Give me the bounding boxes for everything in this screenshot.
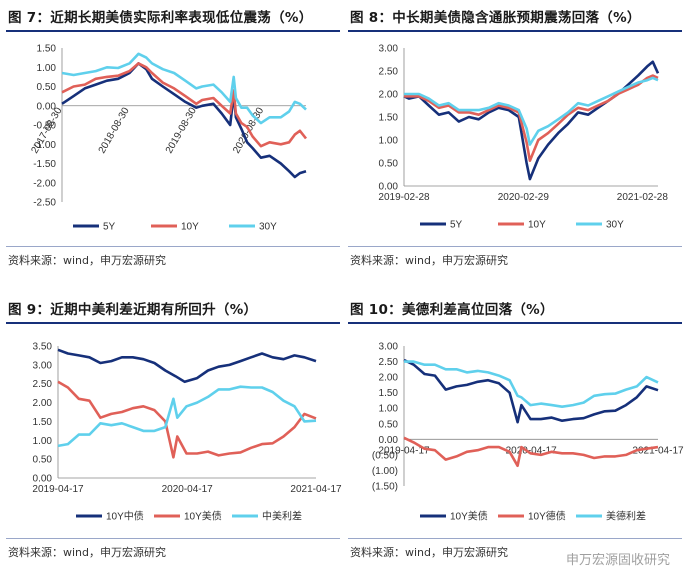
y-tick-label: -2.50	[33, 198, 56, 209]
series-line	[61, 62, 308, 148]
y-tick-label: 2.50	[379, 357, 399, 368]
x-tick-label: 2019-02-28	[378, 192, 430, 203]
y-tick-label: 0.00	[37, 101, 57, 112]
legend-label: 10Y中债	[106, 510, 144, 523]
x-tick-label: 2021-02-28	[617, 192, 669, 203]
x-tick-label: 2020-02-29	[498, 192, 550, 203]
chart-fig9-cn-us-spread: 3.50 3.00 2.50 2.00 1.50 1.00 0.50 0.002019-04-…	[32, 342, 342, 523]
x-tick-label: 2021-04-17	[290, 484, 342, 495]
y-tick-label: 2.50	[379, 67, 399, 78]
chart-title: 图 8：中长期美债隐含通胀预期震荡回落（%）	[350, 10, 641, 26]
chart-title: 图 9：近期中美利差近期有所回升（%）	[8, 302, 258, 318]
y-tick-label: 3.00	[33, 360, 53, 371]
legend-label: 10Y美债	[184, 510, 222, 523]
y-tick-label: 2.50	[33, 379, 53, 390]
title-rule	[6, 322, 340, 324]
legend-label: 30Y	[606, 220, 624, 231]
series-line	[61, 52, 307, 125]
x-tick-label: 2020-04-17	[506, 445, 558, 456]
x-tick-label: 2019-08-30	[164, 105, 199, 155]
y-tick-label: 1.00	[33, 436, 53, 447]
y-tick-label: 0.50	[379, 159, 399, 170]
y-tick-label: 3.50	[33, 342, 53, 353]
legend-label: 5Y	[450, 220, 463, 231]
y-tick-label: 1.00	[37, 63, 57, 74]
y-tick-label: 2.00	[379, 90, 399, 101]
y-tick-label: 3.00	[379, 44, 399, 55]
source-rule	[6, 538, 340, 539]
legend-label: 10Y美债	[450, 510, 488, 523]
series-line	[57, 385, 317, 448]
series-line	[404, 74, 659, 162]
y-tick-label: 2.00	[379, 373, 399, 384]
title-rule	[6, 30, 340, 32]
y-tick-label: 3.00	[379, 342, 399, 353]
series-line	[404, 360, 659, 408]
y-tick-label: 1.50	[379, 388, 399, 399]
y-tick-label: 1.00	[379, 404, 399, 415]
y-tick-label: -1.50	[33, 159, 56, 170]
source-note: 资料来源：wind，申万宏源研究	[350, 546, 509, 559]
y-tick-label: -1.00	[33, 140, 56, 151]
source-rule	[348, 246, 682, 247]
x-tick-label: 2019-04-17	[32, 484, 84, 495]
y-tick-label: 0.00	[379, 435, 399, 446]
chart-panel-fig9: 图 9：近期中美利差近期有所回升（%） 3.50 3.00 2.50 2.00 1.50…	[6, 296, 342, 568]
series-line	[403, 60, 660, 181]
title-rule	[348, 30, 682, 32]
chart-fig7-real-yields: 1.50 1.00 0.50 0.00 -0.50 -1.00 -1.50 -2.00 -2.5…	[29, 44, 308, 233]
y-tick-label: 1.50	[37, 44, 57, 55]
legend-label: 中美利差	[262, 510, 302, 523]
legend-label: 30Y	[259, 222, 277, 233]
x-tick-label: 2021-04-17	[632, 445, 684, 456]
source-rule	[6, 246, 340, 247]
legend-label: 5Y	[103, 222, 116, 233]
source-note: 资料来源：wind，申万宏源研究	[8, 546, 167, 559]
watermark-text: 申万宏源固收研究	[565, 553, 670, 568]
source-rule	[348, 538, 682, 539]
legend-label: 10Y德债	[528, 510, 566, 523]
x-tick-label: 2018-08-30	[97, 105, 132, 155]
chart-panel-fig7: 图 7：近期长期美债实际利率表现低位震荡（%） 1.50 1.00 0.50 0.00…	[6, 4, 340, 276]
legend-label: 10Y	[181, 222, 199, 233]
y-tick-label: 0.50	[379, 419, 399, 430]
y-tick-label: 1.00	[379, 136, 399, 147]
y-tick-label: -2.00	[33, 178, 56, 189]
source-note: 资料来源：wind，申万宏源研究	[350, 254, 509, 267]
y-tick-label: 0.50	[33, 455, 53, 466]
y-tick-label: 2.00	[33, 398, 53, 409]
chart-panel-fig8: 图 8：中长期美债隐含通胀预期震荡回落（%） 3.00 2.50 2.00 1.50 1…	[348, 4, 682, 276]
series-line	[61, 62, 307, 179]
series-line	[57, 348, 317, 384]
y-tick-label: 0.00	[33, 474, 53, 485]
series-line	[403, 436, 659, 468]
y-tick-label: -0.50	[33, 121, 56, 132]
chart-title: 图 10：美德利差高位回落（%）	[350, 302, 554, 318]
x-tick-label: 2020-04-17	[162, 484, 214, 495]
chart-panel-fig10: 图 10：美德利差高位回落（%） 3.00 2.50 2.00 1.50 1.00 0.5…	[348, 296, 684, 568]
y-tick-label: 1.50	[379, 113, 399, 124]
y-tick-label: (0.50)	[372, 450, 398, 461]
chart-fig10-us-de-spread: 3.00 2.50 2.00 1.50 1.00 0.50 0.00 (0.50) (1.00)…	[372, 342, 684, 523]
y-tick-label: 1.50	[33, 417, 53, 428]
title-rule	[348, 322, 682, 324]
series-line	[404, 76, 659, 146]
chart-title: 图 7：近期长期美债实际利率表现低位震荡（%）	[8, 10, 313, 26]
legend-label: 美德利差	[606, 510, 646, 523]
y-tick-label: 0.50	[37, 82, 57, 93]
y-tick-label: 0.00	[379, 182, 399, 193]
y-tick-label: (1.00)	[372, 466, 398, 477]
series-line	[57, 380, 317, 459]
series-line	[403, 358, 659, 424]
legend-label: 10Y	[528, 220, 546, 231]
x-tick-label: 2019-04-17	[378, 445, 430, 456]
source-note: 资料来源：wind，申万宏源研究	[8, 254, 167, 267]
y-tick-label: (1.50)	[372, 482, 398, 493]
